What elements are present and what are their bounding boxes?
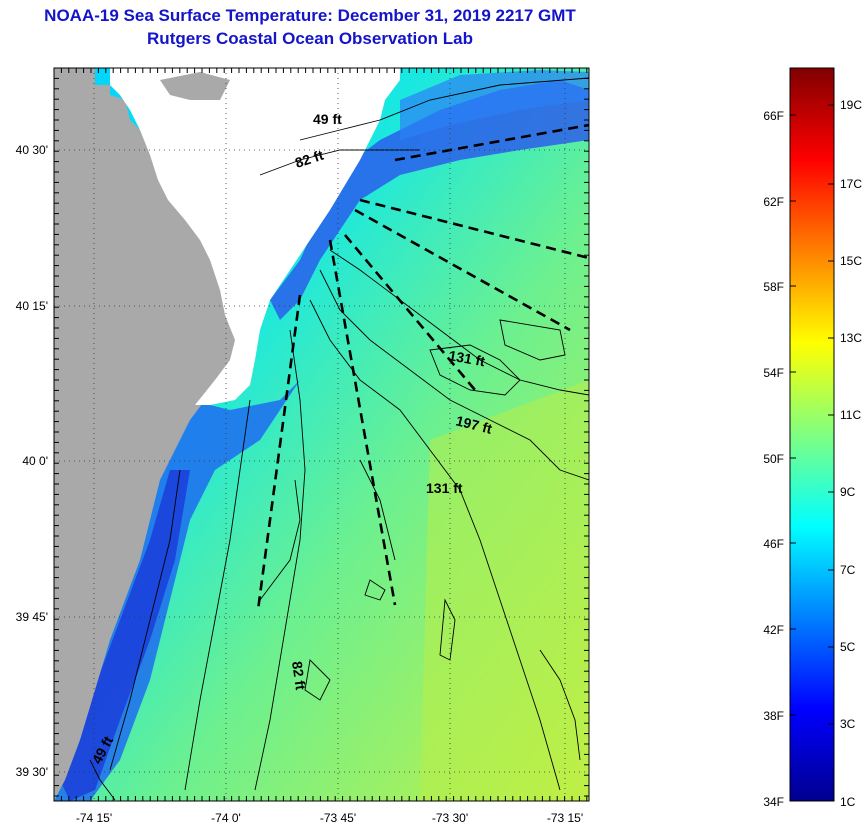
lon-label: -73 45'	[320, 811, 356, 825]
transect-lines	[256, 123, 589, 611]
temperature-colorbar	[789, 67, 835, 802]
contour-label: 131 ft	[426, 480, 463, 496]
latitude-labels: 40 30' 40 15' 40 0' 39 45' 39 30'	[16, 143, 48, 779]
long-island-cold-band	[400, 70, 589, 140]
graticule	[54, 68, 589, 801]
contour-label: 131 ft	[447, 347, 486, 369]
celsius-label: 7C	[840, 563, 856, 577]
warm-water-patch	[420, 380, 589, 801]
celsius-label: 19C	[840, 98, 862, 112]
lon-label: -74 15'	[76, 811, 112, 825]
lon-label: -73 15'	[547, 811, 583, 825]
celsius-label: 17C	[840, 177, 862, 191]
longitude-labels: -74 15' -74 0' -73 45' -73 30' -73 15'	[76, 811, 583, 825]
fahrenheit-label: 62F	[763, 195, 784, 209]
celsius-scale: 19C 17C 15C 13C 11C 9C 7C 5C 3C 1C	[840, 98, 862, 809]
lat-label: 40 0'	[22, 454, 48, 468]
isobath-contours	[89, 77, 589, 801]
fahrenheit-scale: 66F 62F 58F 54F 50F 46F 42F 38F 34F	[763, 109, 784, 809]
fahrenheit-label: 46F	[763, 537, 784, 551]
coastal-cold-core	[60, 470, 190, 801]
fahrenheit-label: 42F	[763, 623, 784, 637]
colorbar-ticks	[790, 104, 834, 725]
celsius-label: 5C	[840, 640, 856, 654]
contour-label: 82 ft	[289, 660, 309, 691]
celsius-label: 15C	[840, 254, 862, 268]
map-subtitle: Rutgers Coastal Ocean Observation Lab	[147, 29, 473, 48]
lon-label: -74 0'	[211, 811, 241, 825]
lat-label: 40 30'	[16, 143, 48, 157]
fahrenheit-label: 38F	[763, 709, 784, 723]
fahrenheit-label: 54F	[763, 366, 784, 380]
celsius-label: 1C	[840, 795, 856, 809]
map-title: NOAA-19 Sea Surface Temperature: Decembe…	[44, 6, 576, 25]
fahrenheit-label: 66F	[763, 109, 784, 123]
lat-label: 39 30'	[16, 765, 48, 779]
no-data-mask	[110, 68, 400, 405]
land-patch	[160, 72, 230, 100]
fahrenheit-label: 34F	[763, 795, 784, 809]
lat-label: 39 45'	[16, 610, 48, 624]
lat-label: 40 15'	[16, 299, 48, 313]
map-panel: 49 ft 82 ft 131 ft 197 ft 131 ft 82 ft 4…	[54, 68, 589, 801]
celsius-label: 3C	[840, 717, 856, 731]
fahrenheit-label: 58F	[763, 280, 784, 294]
axis-ticks	[53, 67, 589, 801]
contour-label: 49 ft	[313, 111, 342, 127]
lon-label: -73 30'	[432, 811, 468, 825]
fahrenheit-label: 50F	[763, 452, 784, 466]
new-jersey-land	[54, 68, 240, 801]
celsius-label: 11C	[840, 408, 861, 422]
celsius-label: 9C	[840, 485, 856, 499]
celsius-label: 13C	[840, 331, 862, 345]
map-frame	[53, 67, 590, 802]
